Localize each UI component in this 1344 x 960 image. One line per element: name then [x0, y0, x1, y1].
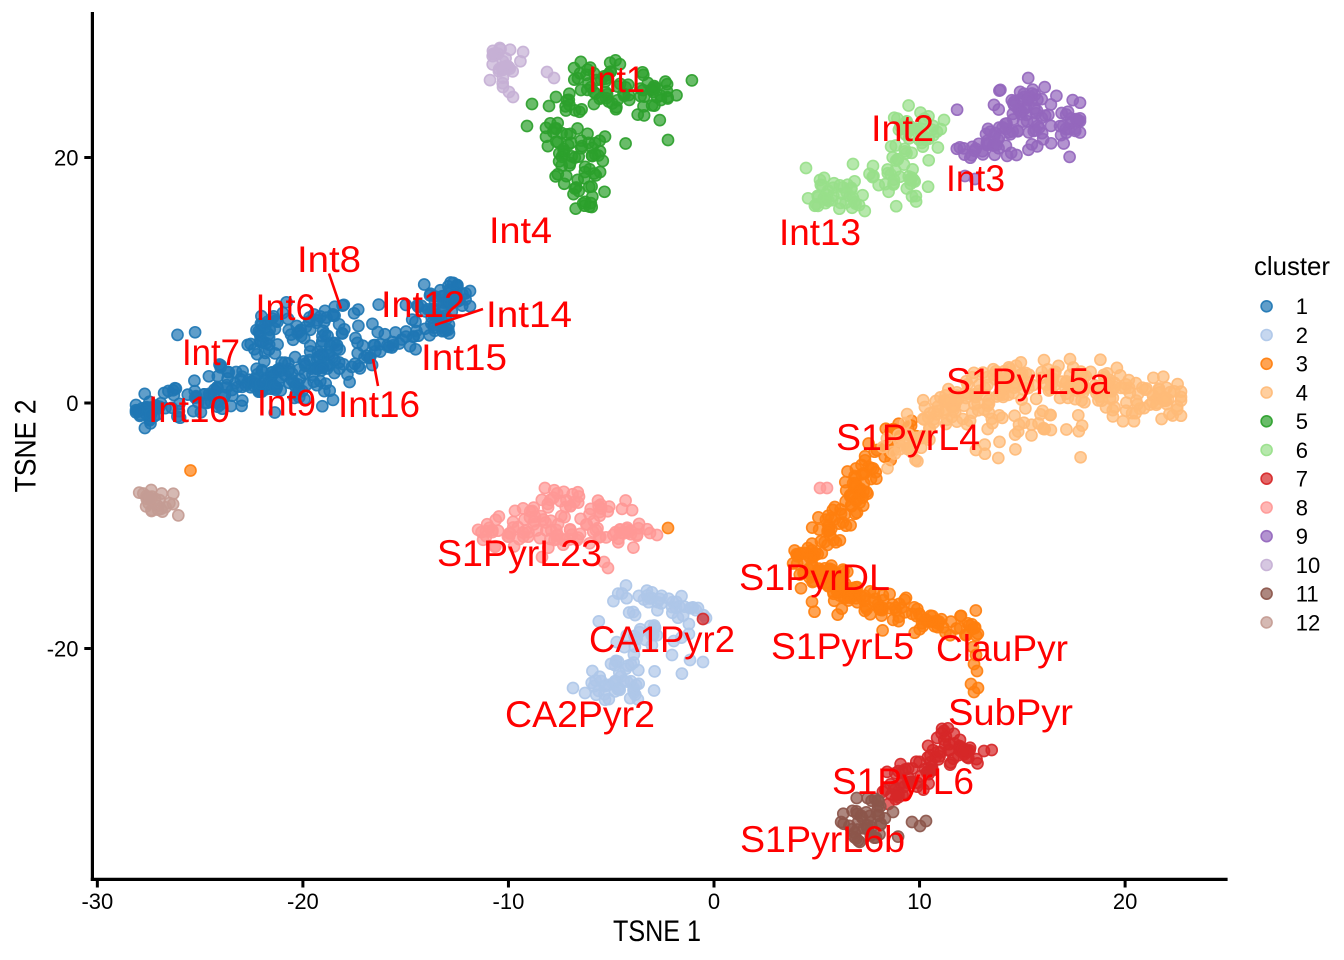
- svg-text:3: 3: [1296, 352, 1308, 377]
- svg-text:Int8: Int8: [297, 239, 361, 280]
- svg-text:12: 12: [1296, 610, 1320, 635]
- svg-text:10: 10: [907, 889, 931, 914]
- svg-text:CA1Pyr2: CA1Pyr2: [589, 619, 735, 660]
- svg-text:0: 0: [708, 889, 720, 914]
- svg-text:20: 20: [54, 146, 78, 171]
- svg-text:Int3: Int3: [946, 158, 1005, 199]
- svg-text:20: 20: [1113, 889, 1137, 914]
- svg-text:1: 1: [1296, 294, 1308, 319]
- svg-text:S1PyrL23: S1PyrL23: [437, 533, 602, 574]
- svg-text:S1PyrL4: S1PyrL4: [836, 417, 980, 458]
- svg-text:6: 6: [1296, 438, 1308, 463]
- svg-text:SubPyr: SubPyr: [948, 692, 1073, 733]
- svg-text:-10: -10: [493, 889, 525, 914]
- svg-text:ClauPyr: ClauPyr: [936, 628, 1068, 669]
- svg-text:Int7: Int7: [182, 332, 240, 373]
- svg-text:5: 5: [1296, 409, 1308, 434]
- svg-text:CA2Pyr2: CA2Pyr2: [505, 694, 655, 735]
- svg-text:TSNE 1: TSNE 1: [613, 915, 701, 948]
- svg-text:-20: -20: [287, 889, 319, 914]
- svg-text:0: 0: [66, 391, 78, 416]
- svg-text:-30: -30: [81, 889, 113, 914]
- svg-text:Int9: Int9: [257, 383, 316, 424]
- svg-text:Int10: Int10: [148, 389, 230, 430]
- svg-text:TSNE 2: TSNE 2: [10, 400, 43, 493]
- svg-text:10: 10: [1296, 553, 1320, 578]
- svg-text:Int13: Int13: [779, 212, 861, 253]
- svg-text:Int1: Int1: [588, 59, 645, 100]
- svg-text:Int16: Int16: [338, 384, 420, 425]
- svg-text:S1PyrL5a: S1PyrL5a: [946, 361, 1110, 402]
- svg-text:Int6: Int6: [256, 287, 316, 328]
- svg-text:Int15: Int15: [421, 337, 507, 378]
- svg-text:-20: -20: [47, 637, 79, 662]
- svg-text:9: 9: [1296, 524, 1308, 549]
- svg-text:Int2: Int2: [871, 108, 934, 149]
- svg-text:11: 11: [1296, 582, 1319, 607]
- svg-text:S1PyrDL: S1PyrDL: [739, 557, 890, 598]
- svg-text:Int4: Int4: [489, 210, 552, 251]
- svg-text:4: 4: [1296, 380, 1308, 405]
- svg-text:cluster: cluster: [1254, 251, 1330, 281]
- svg-text:S1PyrL5: S1PyrL5: [771, 626, 914, 667]
- svg-text:S1PyrL6b: S1PyrL6b: [740, 819, 905, 860]
- svg-text:8: 8: [1296, 495, 1308, 520]
- svg-text:Int12: Int12: [381, 284, 465, 325]
- svg-text:2: 2: [1296, 323, 1308, 348]
- svg-text:7: 7: [1296, 467, 1308, 492]
- svg-text:S1PyrL6: S1PyrL6: [832, 761, 974, 802]
- svg-text:Int14: Int14: [486, 294, 572, 335]
